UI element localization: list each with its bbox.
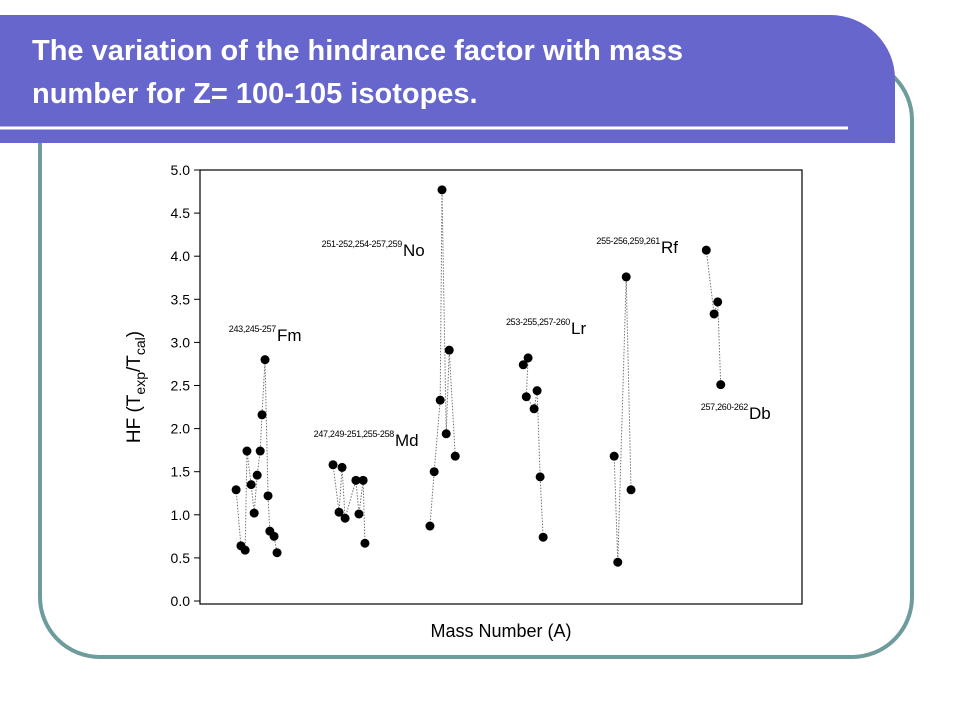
data-point — [609, 451, 619, 461]
y-tick-label: 0.5 — [171, 550, 191, 566]
y-label-part: HF (T — [124, 394, 145, 443]
y-label-sub: exp — [132, 372, 148, 395]
series-line — [522, 356, 544, 538]
data-point — [437, 185, 447, 195]
data-point — [532, 386, 542, 396]
data-point — [269, 531, 279, 541]
data-point — [328, 460, 338, 470]
data-point — [523, 353, 533, 363]
series-label: Md — [395, 431, 419, 450]
data-point — [351, 475, 361, 485]
data-point — [535, 472, 545, 482]
data-point — [358, 475, 368, 485]
y-tick-label: 4.0 — [171, 248, 191, 264]
data-point — [713, 297, 723, 307]
data-point — [231, 485, 241, 495]
data-point — [716, 380, 726, 390]
series-mass-label: 257,260-262 — [701, 402, 749, 412]
series-mass-label: 251-252,254-257,259 — [322, 239, 403, 249]
y-tick-label: 2.0 — [171, 421, 191, 437]
data-point — [450, 451, 460, 461]
data-point — [240, 545, 250, 555]
plot-frame — [199, 169, 803, 605]
data-point — [709, 309, 719, 319]
data-point — [272, 548, 282, 558]
data-point — [337, 462, 347, 472]
data-point — [263, 491, 273, 501]
data-point — [444, 345, 454, 355]
y-label-part: ) — [124, 331, 145, 337]
y-tick-label: 1.0 — [171, 507, 191, 523]
data-point — [249, 508, 259, 518]
y-axis-label: HF (Texp/Tcal) — [124, 331, 148, 443]
data-point — [518, 360, 528, 370]
y-tick-label: 2.5 — [171, 378, 191, 394]
y-tick-label: 3.5 — [171, 291, 191, 307]
y-tick-label: 5.0 — [171, 162, 191, 178]
series-mass-label: 243,245-257 — [229, 324, 277, 334]
data-point — [260, 355, 270, 365]
title-bar — [0, 15, 895, 143]
series-line — [613, 276, 632, 563]
data-point — [246, 480, 256, 490]
series-line — [235, 359, 278, 553]
series-label: Db — [749, 404, 771, 423]
series-label: Lr — [571, 319, 586, 338]
data-point — [252, 470, 262, 480]
series-line — [332, 464, 366, 544]
y-tick-label: 3.0 — [171, 334, 191, 350]
data-point — [701, 245, 711, 255]
series-label: No — [403, 241, 425, 260]
data-point — [257, 410, 267, 420]
data-point — [521, 392, 531, 402]
data-point — [529, 404, 539, 414]
data-point — [613, 557, 623, 567]
series-mass-label: 253-255,257-260 — [506, 317, 570, 327]
data-point — [242, 446, 252, 456]
data-point — [441, 429, 451, 439]
data-point — [621, 272, 631, 282]
y-tick-label: 1.5 — [171, 464, 191, 480]
data-point — [255, 446, 265, 456]
data-point — [435, 395, 445, 405]
y-tick-label: 0.0 — [171, 593, 191, 609]
data-point — [354, 509, 364, 519]
series-label: Rf — [661, 238, 678, 257]
data-point — [340, 513, 350, 523]
series-line — [705, 250, 722, 385]
data-point — [334, 507, 344, 517]
data-point — [626, 485, 636, 495]
data-point — [360, 538, 370, 548]
series-label: Fm — [277, 326, 302, 345]
y-tick-label: 4.5 — [171, 205, 191, 221]
data-point — [538, 532, 548, 542]
y-label-sub: cal — [132, 337, 148, 355]
slide-title: The variation of the hindrance factor wi… — [32, 35, 684, 110]
series-mass-label: 255-256,259,261 — [596, 236, 660, 246]
x-axis-label: Mass Number (A) — [430, 621, 571, 641]
slide-frame — [38, 58, 914, 659]
series-mass-label: 247,249-251,255-258 — [314, 429, 395, 439]
y-label-part: /T — [124, 355, 145, 372]
data-point — [429, 467, 439, 477]
data-point — [425, 521, 435, 531]
